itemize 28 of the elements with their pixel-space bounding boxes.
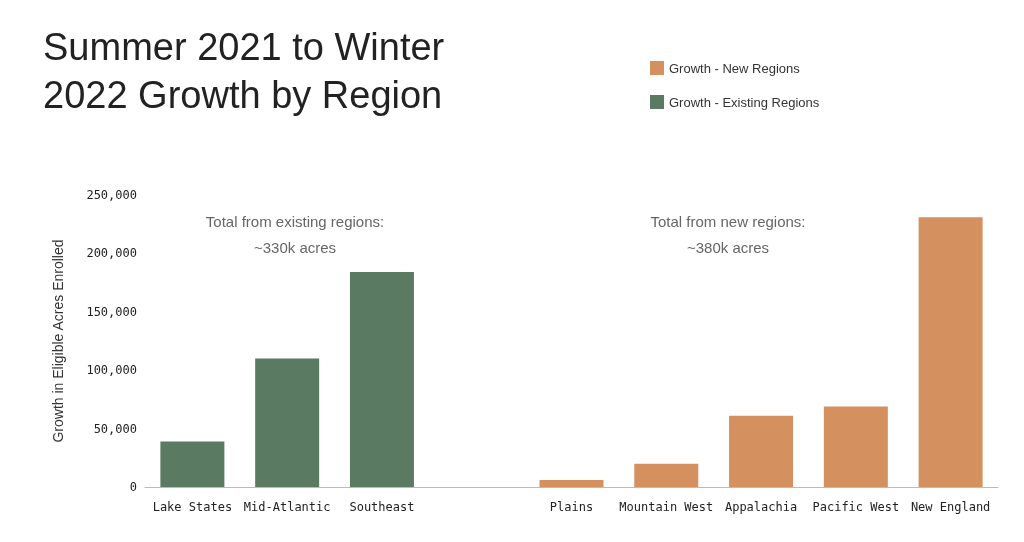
bar (823, 406, 888, 487)
legend-label: Growth - New Regions (669, 60, 801, 76)
y-tick-label: 200,000 (86, 246, 137, 261)
x-tick-label: Appalachia (724, 500, 798, 514)
y-tick-label: 0 (129, 480, 137, 494)
bar (729, 415, 794, 487)
bar (539, 479, 604, 487)
bar (349, 272, 414, 487)
y-axis-title: Growth in Eligible Acres Enrolled (50, 239, 66, 443)
y-tick-label: 250,000 (86, 188, 137, 202)
x-tick-label: Southeast (349, 500, 415, 514)
x-tick-label: Lake States (152, 500, 233, 514)
chart-title: Summer 2021 to Winter 2022 Growth by Region (43, 26, 455, 116)
y-tick-label: 100,000 (86, 363, 137, 378)
bar (918, 217, 983, 487)
bar (634, 463, 699, 487)
x-tick-label: Plains (549, 500, 594, 514)
legend-label: Growth - Existing Regions (669, 94, 820, 110)
x-tick-label: Mid-Atlantic (243, 500, 331, 514)
x-tick-label: New England (910, 500, 991, 514)
annotation: Total from existing regions: ~330k acres (205, 212, 385, 256)
x-tick-label: Mountain West (619, 500, 714, 514)
x-tick-label: Pacific West (812, 500, 900, 514)
annotation: Total from new regions: ~380k acres (650, 212, 806, 256)
bar (255, 358, 320, 487)
y-tick-label: 150,000 (86, 304, 137, 319)
y-tick-label: 50,000 (93, 421, 137, 436)
bar (160, 441, 225, 487)
